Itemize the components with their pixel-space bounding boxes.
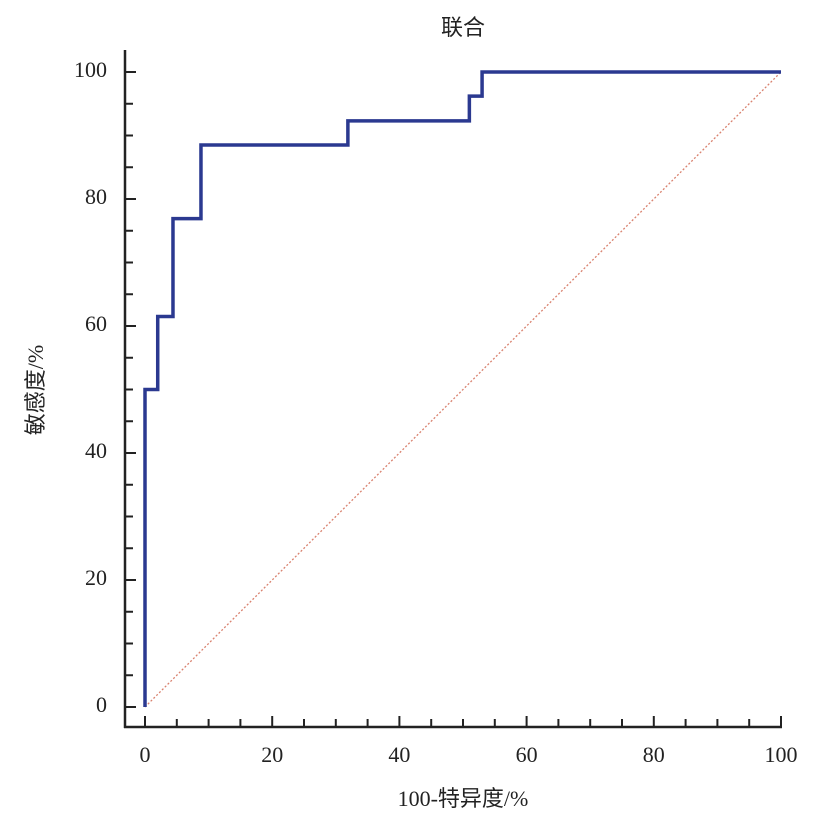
x-tick-label: 60 — [516, 742, 538, 767]
chart-title: 联合 — [441, 15, 485, 40]
x-axis-label: 100-特异度/% — [398, 786, 529, 811]
x-tick-label: 20 — [261, 742, 283, 767]
x-tick-label: 80 — [643, 742, 665, 767]
roc-curve — [143, 70, 781, 707]
reference-line — [144, 71, 782, 708]
y-tick-label: 80 — [85, 184, 107, 209]
y-tick-label: 0 — [96, 692, 107, 717]
x-tick-label: 100 — [765, 742, 798, 767]
x-tick-label: 40 — [388, 742, 410, 767]
y-axis-label: 敏感度/% — [23, 345, 48, 435]
x-tick-label: 0 — [140, 742, 151, 767]
y-tick-label: 100 — [74, 57, 107, 82]
y-tick-label: 40 — [85, 438, 107, 463]
y-tick-label: 60 — [85, 311, 107, 336]
y-tick-label: 20 — [85, 565, 107, 590]
